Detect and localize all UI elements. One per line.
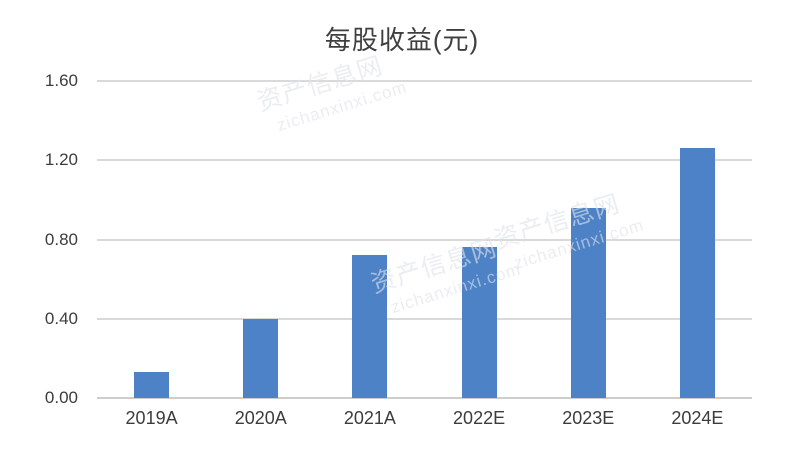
- y-axis-tick-label: 0.80: [44, 229, 78, 249]
- y-axis-tick-label: 1.60: [44, 71, 78, 90]
- y-axis-tick-label: 1.20: [44, 150, 78, 170]
- bar-2019A: [134, 372, 170, 398]
- gridline: [97, 159, 752, 162]
- gridline: [97, 317, 752, 320]
- x-axis-tick-label: 2022E: [453, 408, 506, 428]
- bar-2023E: [570, 207, 606, 398]
- gridline: [97, 80, 752, 82]
- bar-2020A: [243, 318, 279, 398]
- x-axis-tick-label: 2020A: [234, 408, 287, 428]
- x-axis-tick-label: 2023E: [562, 408, 615, 428]
- chart-title: 每股收益(元): [324, 25, 480, 55]
- gridline: [97, 238, 752, 241]
- bar-2022E: [461, 247, 497, 398]
- x-axis-line: [97, 397, 752, 399]
- bar-2024E: [679, 148, 715, 398]
- y-axis-tick-label: 0.40: [44, 308, 78, 328]
- x-axis-tick-label: 2019A: [125, 408, 178, 428]
- bar-2021A: [352, 255, 388, 398]
- x-axis-tick-label: 2021A: [343, 408, 396, 428]
- y-axis-tick-label: 0.00: [44, 388, 78, 407]
- x-axis-tick-label: 2024E: [671, 408, 724, 428]
